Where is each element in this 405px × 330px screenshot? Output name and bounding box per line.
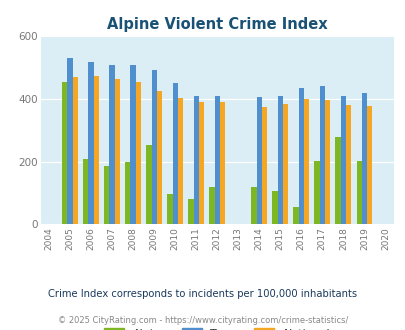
Bar [340, 96, 345, 224]
Bar [293, 207, 298, 224]
Bar [188, 199, 193, 224]
Bar [135, 82, 141, 224]
Bar [62, 82, 67, 224]
Bar [303, 99, 309, 224]
Bar [261, 107, 266, 224]
Bar [83, 159, 88, 224]
Bar [272, 191, 277, 224]
Bar [345, 105, 350, 224]
Text: © 2025 CityRating.com - https://www.cityrating.com/crime-statistics/: © 2025 CityRating.com - https://www.city… [58, 316, 347, 325]
Text: Crime Index corresponds to incidents per 100,000 inhabitants: Crime Index corresponds to incidents per… [48, 289, 357, 299]
Bar [198, 102, 204, 224]
Bar [251, 187, 256, 224]
Bar [282, 104, 288, 224]
Bar [214, 96, 219, 224]
Bar [256, 97, 261, 224]
Legend: Alpine, Texas, National: Alpine, Texas, National [104, 328, 329, 330]
Bar [177, 98, 183, 224]
Bar [130, 65, 135, 224]
Bar [219, 102, 224, 224]
Bar [67, 58, 72, 224]
Bar [366, 106, 371, 224]
Bar [324, 100, 329, 224]
Title: Alpine Violent Crime Index: Alpine Violent Crime Index [107, 17, 327, 32]
Bar [361, 93, 366, 224]
Bar [125, 162, 130, 224]
Bar [104, 166, 109, 224]
Bar [88, 62, 94, 224]
Bar [172, 83, 177, 224]
Bar [335, 137, 340, 224]
Bar [277, 96, 282, 224]
Bar [109, 65, 115, 224]
Bar [156, 91, 162, 224]
Bar [298, 88, 303, 224]
Bar [115, 79, 119, 224]
Bar [94, 77, 99, 224]
Bar [319, 86, 324, 224]
Bar [209, 187, 214, 224]
Bar [146, 146, 151, 224]
Bar [72, 77, 78, 224]
Bar [356, 161, 361, 224]
Bar [167, 194, 172, 224]
Bar [151, 70, 156, 224]
Bar [193, 96, 198, 224]
Bar [314, 161, 319, 224]
